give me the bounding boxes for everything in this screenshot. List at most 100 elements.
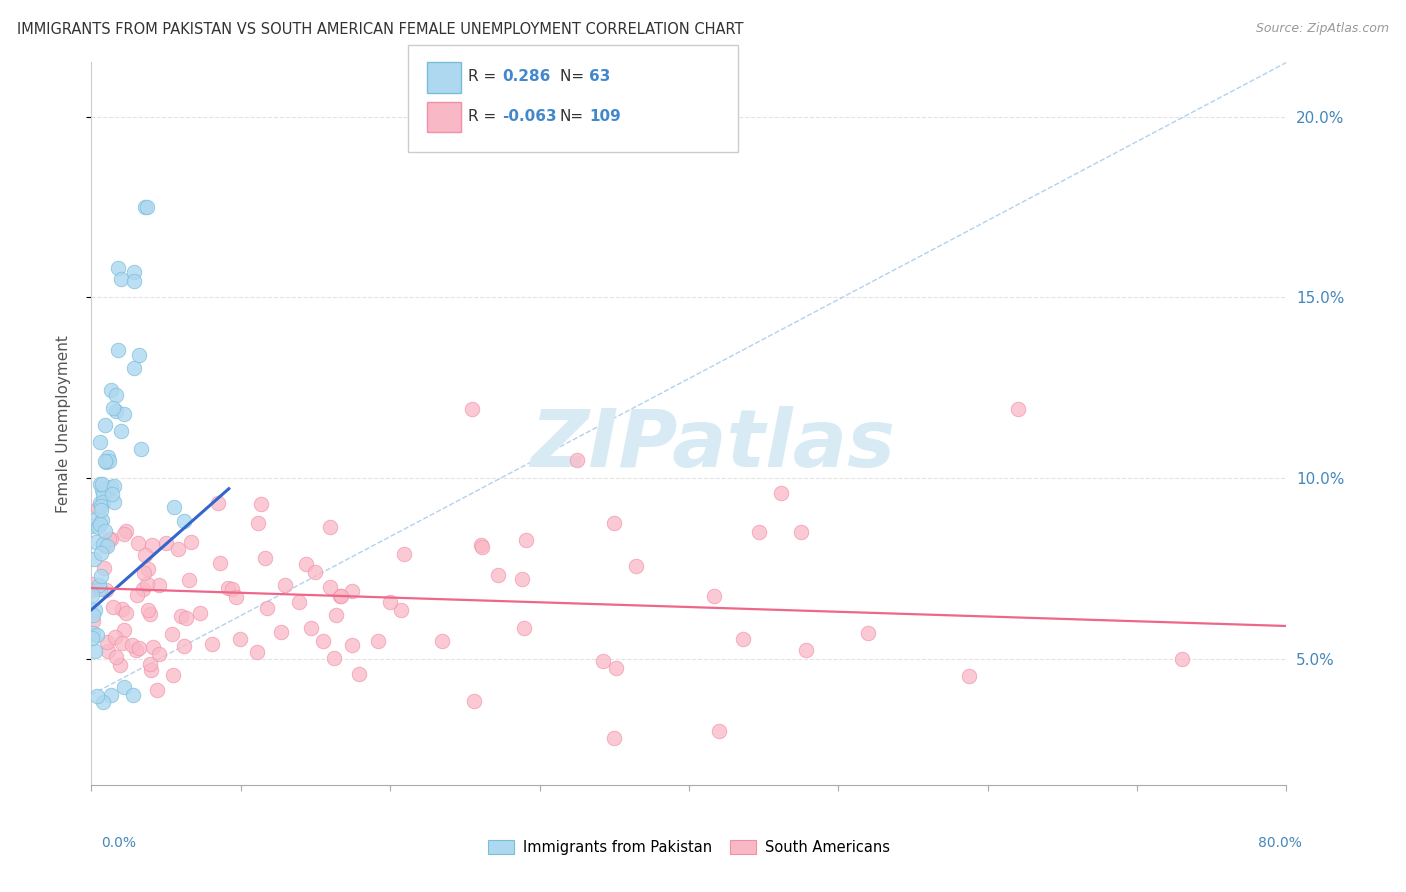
Point: [463, 693, 485, 707]
Text: 0.0%: 0.0%: [101, 836, 136, 850]
Point: [155, 536, 177, 550]
Point: [94, 539, 117, 553]
Point: [707, 723, 730, 738]
Point: [101, 600, 124, 615]
Point: [319, 580, 342, 594]
Point: [162, 668, 184, 682]
Point: [90, 499, 112, 513]
Point: [188, 606, 211, 620]
Point: [624, 559, 647, 574]
Point: [98, 453, 121, 467]
Point: [225, 590, 247, 604]
Point: [288, 595, 311, 609]
Point: [142, 640, 165, 655]
Text: 0.286: 0.286: [502, 70, 550, 84]
Point: [470, 538, 492, 552]
Point: [592, 654, 614, 668]
Point: [82, 588, 104, 602]
Point: [122, 688, 145, 702]
Text: -0.063: -0.063: [502, 110, 557, 124]
Text: 109: 109: [589, 110, 621, 124]
Text: IMMIGRANTS FROM PAKISTAN VS SOUTH AMERICAN FEMALE UNEMPLOYMENT CORRELATION CHART: IMMIGRANTS FROM PAKISTAN VS SOUTH AMERIC…: [17, 22, 744, 37]
Point: [104, 388, 127, 402]
Point: [367, 634, 389, 648]
Point: [82, 577, 104, 591]
Point: [114, 524, 136, 538]
Point: [162, 500, 184, 514]
Point: [111, 636, 134, 650]
Point: [112, 623, 135, 637]
Point: [82, 518, 104, 533]
Point: [160, 626, 183, 640]
Point: [83, 552, 105, 566]
Point: [146, 682, 169, 697]
Point: [100, 480, 122, 494]
Point: [605, 661, 627, 675]
Point: [510, 572, 533, 586]
Point: [115, 606, 138, 620]
Point: [1007, 402, 1029, 417]
Point: [100, 688, 122, 702]
Point: [392, 547, 415, 561]
Point: [91, 537, 114, 551]
Point: [347, 667, 370, 681]
Point: [128, 348, 150, 362]
Point: [221, 582, 243, 596]
Point: [93, 495, 115, 509]
Point: [96, 635, 118, 649]
Point: [82, 583, 104, 598]
Point: [250, 497, 273, 511]
Point: [299, 621, 322, 635]
Point: [93, 417, 115, 432]
Point: [136, 200, 159, 214]
Point: [89, 496, 111, 510]
Point: [125, 643, 148, 657]
Point: [167, 541, 190, 556]
Point: [94, 583, 117, 598]
Point: [208, 556, 231, 570]
Point: [84, 603, 107, 617]
Text: ZIPatlas: ZIPatlas: [530, 407, 896, 484]
Point: [136, 577, 159, 591]
Point: [91, 483, 114, 497]
Point: [136, 562, 159, 576]
Point: [110, 658, 132, 673]
Text: 63: 63: [589, 70, 610, 84]
Point: [110, 272, 132, 286]
Point: [94, 482, 117, 496]
Point: [87, 520, 110, 534]
Point: [217, 581, 239, 595]
Point: [96, 539, 118, 553]
Point: [112, 407, 135, 421]
Point: [103, 494, 125, 508]
Legend: Immigrants from Pakistan, South Americans: Immigrants from Pakistan, South American…: [482, 834, 896, 861]
Point: [82, 614, 104, 628]
Point: [513, 621, 536, 635]
Point: [177, 574, 200, 588]
Point: [790, 524, 813, 539]
Point: [101, 401, 124, 416]
Point: [200, 637, 222, 651]
Point: [139, 607, 162, 622]
Point: [112, 526, 135, 541]
Point: [100, 383, 122, 397]
Point: [380, 595, 402, 609]
Point: [170, 609, 193, 624]
Point: [121, 638, 143, 652]
Point: [731, 632, 754, 647]
Point: [139, 663, 162, 677]
Point: [107, 261, 129, 276]
Point: [82, 607, 104, 622]
Point: [127, 536, 149, 550]
Point: [134, 548, 156, 562]
Point: [87, 580, 110, 594]
Point: [486, 567, 509, 582]
Point: [104, 630, 127, 644]
Point: [90, 503, 112, 517]
Point: [253, 550, 276, 565]
Point: [132, 582, 155, 596]
Point: [93, 561, 115, 575]
Point: [86, 689, 108, 703]
Point: [173, 514, 195, 528]
Point: [256, 601, 278, 615]
